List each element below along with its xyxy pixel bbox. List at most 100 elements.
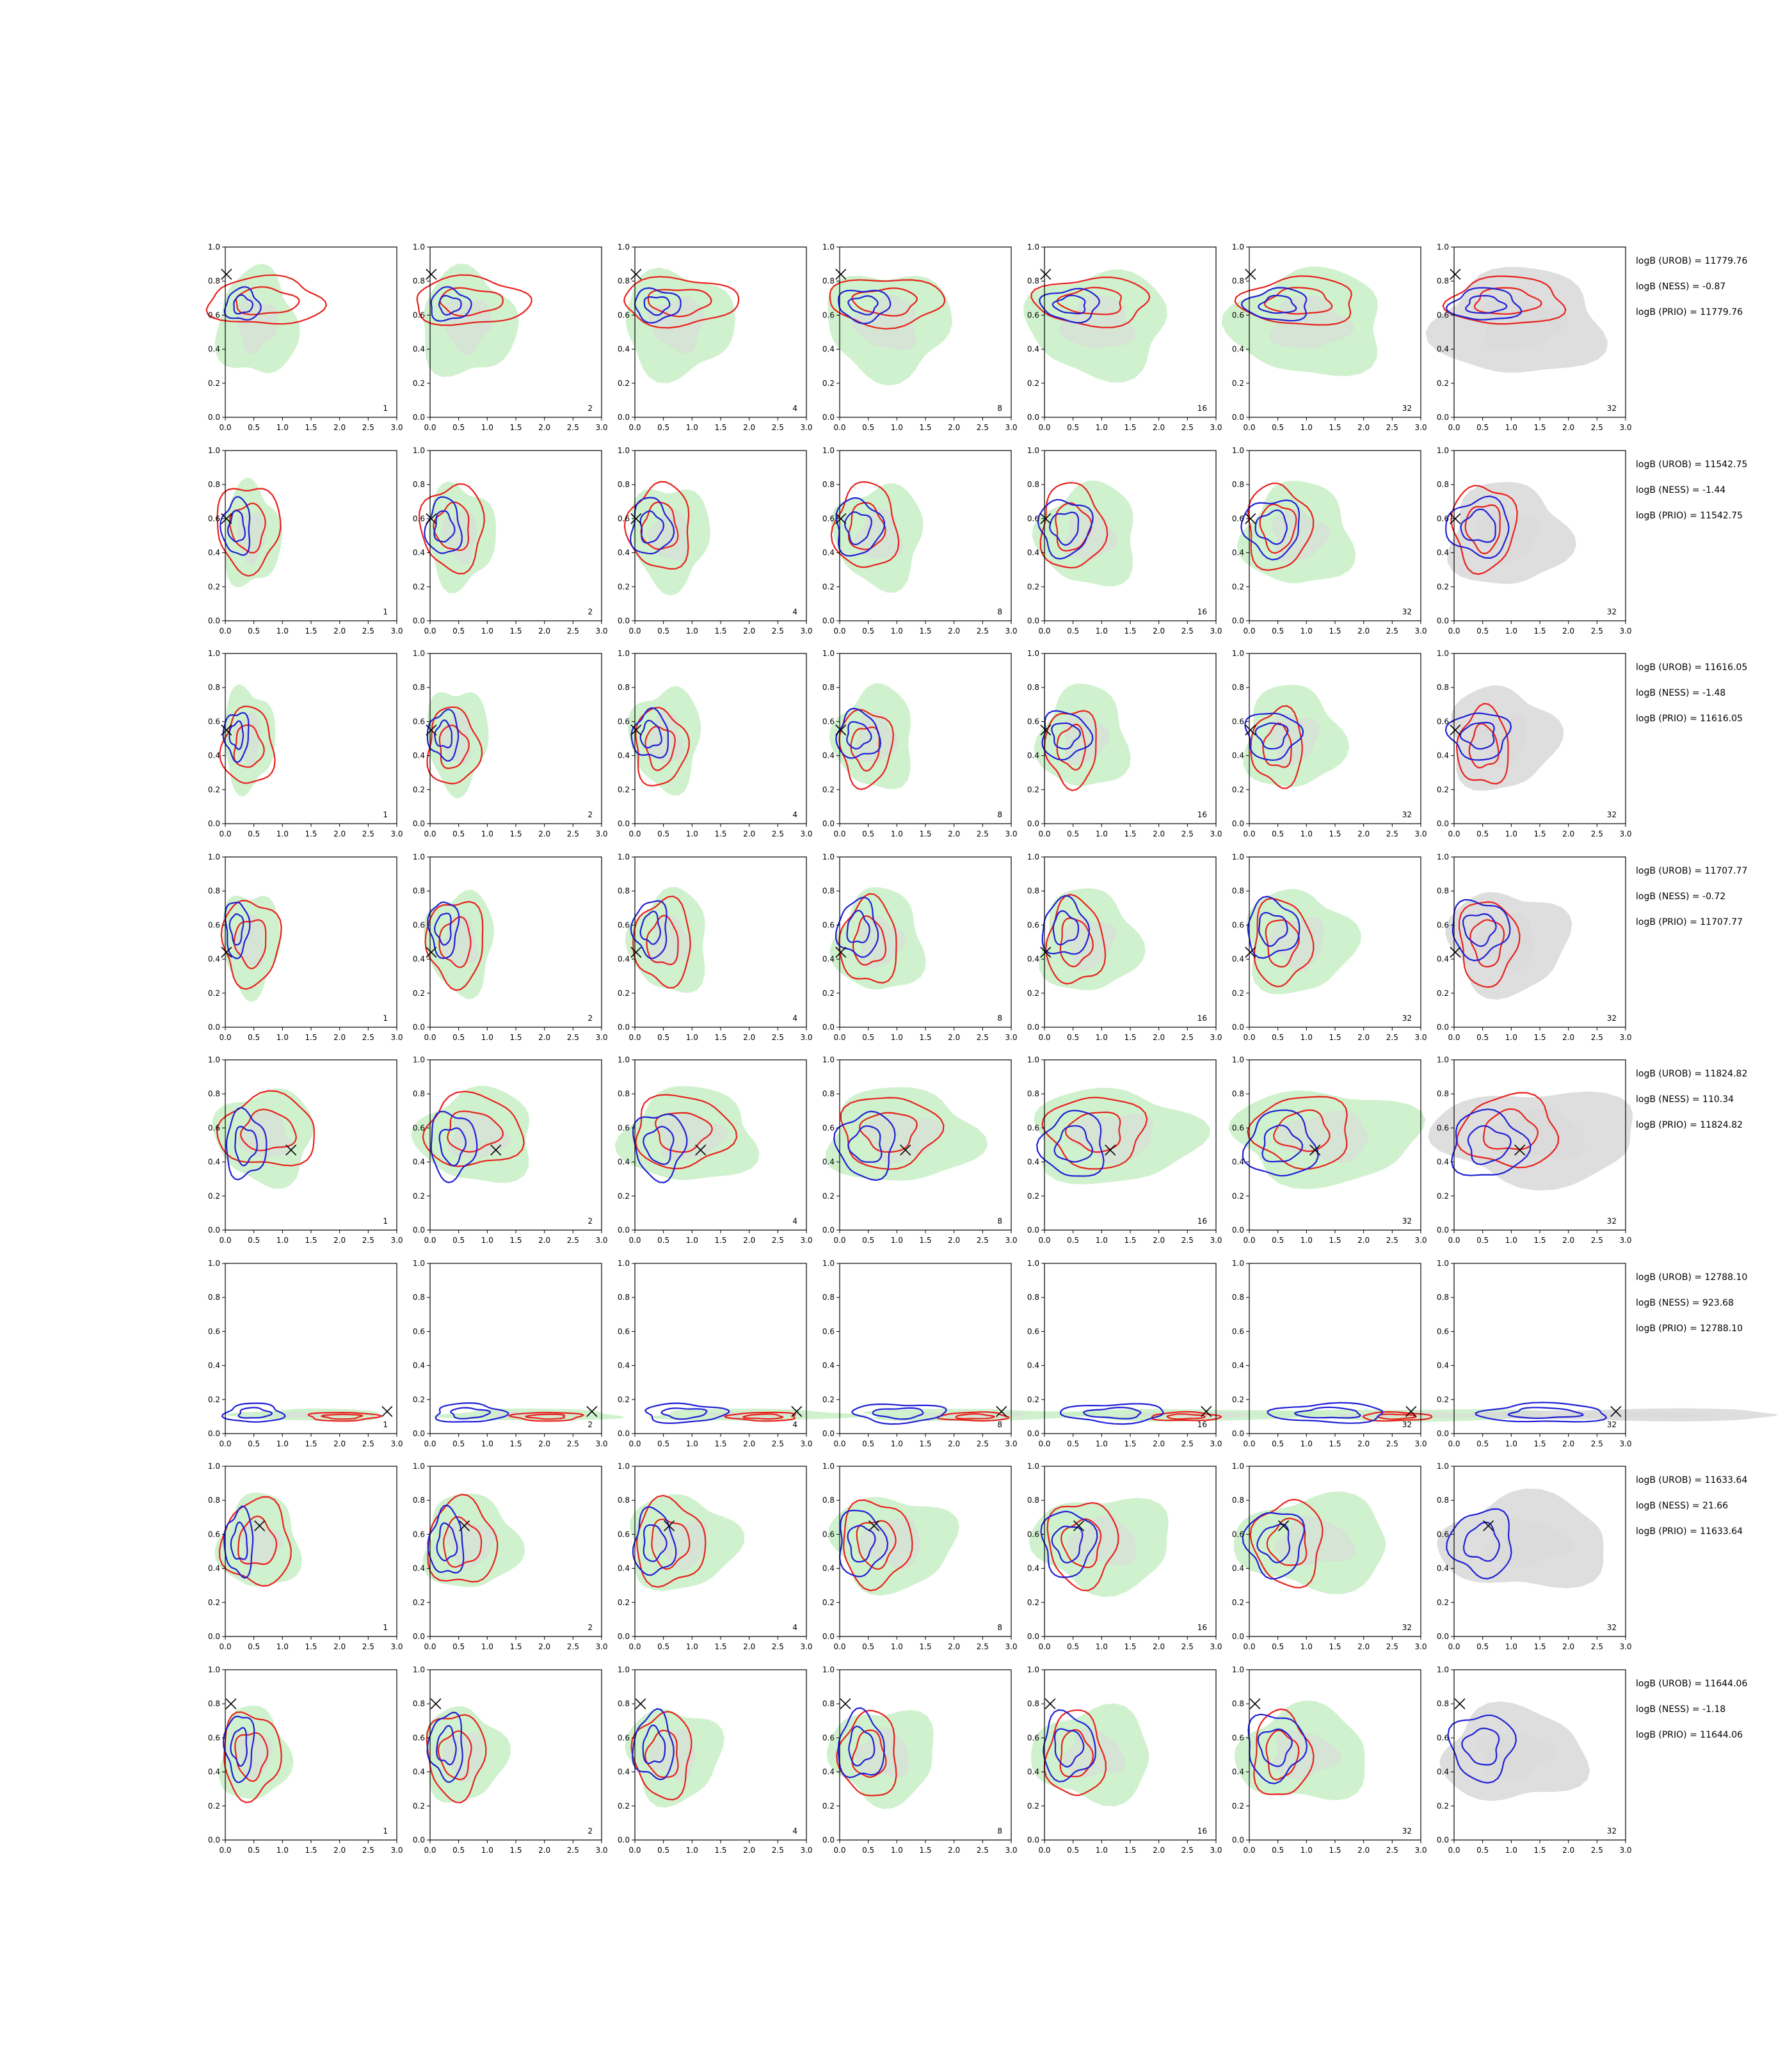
x-marker <box>381 1405 393 1417</box>
y-tick-label: 0.0 <box>208 1429 220 1438</box>
stat-line: logB (UROB) = 12788.10 <box>1636 1272 1748 1283</box>
y-tick-label: 1.0 <box>1437 1462 1449 1471</box>
red-contour <box>219 705 276 784</box>
x-marker <box>1245 724 1256 736</box>
column-label: 32 <box>1402 404 1412 413</box>
red-contour <box>1166 1413 1206 1420</box>
y-tick-label: 1.0 <box>1232 852 1244 861</box>
density-fill-inner <box>439 710 471 765</box>
y-tick-label: 0.4 <box>208 1361 220 1370</box>
column-label: 16 <box>1197 404 1207 413</box>
x-tick-label: 0.5 <box>862 1236 874 1245</box>
x-tick-label: 2.0 <box>538 1439 550 1448</box>
y-tick-label: 0.4 <box>618 1768 630 1777</box>
x-tick-label: 3.0 <box>1210 1642 1222 1651</box>
y-tick-label: 0.4 <box>822 548 835 557</box>
red-contour <box>646 915 679 966</box>
x-tick-label: 1.0 <box>1096 1236 1108 1245</box>
x-tick-label: 0.5 <box>1272 1439 1284 1448</box>
subplot: 0.0 0.5 1.0 1.5 2.0 2.5 3.0 0.0 0.2 0.4 0.6 0.8 1.0 3… <box>1232 446 1427 636</box>
y-tick-label: 0.4 <box>1027 955 1039 964</box>
y-tick-label: 0.4 <box>822 955 835 964</box>
y-tick-label: 0.4 <box>1027 345 1039 354</box>
x-marker <box>1201 1405 1212 1417</box>
x-tick-label: 0.0 <box>424 1439 436 1448</box>
red-contour <box>847 502 886 550</box>
y-tick-label: 1.0 <box>1027 1055 1039 1064</box>
x-tick-label: 0.5 <box>248 1033 260 1042</box>
y-tick-label: 0.0 <box>208 1023 220 1032</box>
y-tick-label: 0.2 <box>1232 1598 1244 1607</box>
x-tick-label: 0.0 <box>1448 627 1460 636</box>
x-tick-label: 1.5 <box>714 1236 726 1245</box>
y-tick-label: 1.0 <box>618 852 630 861</box>
y-tick-label: 1.0 <box>1232 649 1244 658</box>
column-label: 2 <box>588 1827 593 1836</box>
y-tick-label: 1.0 <box>1232 1259 1244 1268</box>
y-tick-label: 0.0 <box>1232 1429 1244 1438</box>
subplot: 0.0 0.5 1.0 1.5 2.0 2.5 3.0 0.0 0.2 0.4 0.6 0.8 1.0 1… <box>1023 243 1222 432</box>
x-marker <box>1278 1520 1290 1532</box>
subplot: 0.0 0.5 1.0 1.5 2.0 2.5 3.0 0.0 0.2 0.4 0.6 0.8 1.0 1… <box>1027 649 1222 838</box>
y-tick-label: 0.0 <box>1232 1226 1244 1235</box>
x-tick-label: 2.5 <box>977 627 989 636</box>
x-marker <box>1040 724 1052 736</box>
red-contour <box>437 1730 472 1780</box>
x-tick-label: 1.0 <box>891 1846 903 1855</box>
column-label: 16 <box>1197 1014 1207 1023</box>
x-tick-label: 1.5 <box>1533 829 1546 838</box>
blue-contour <box>632 1708 675 1780</box>
x-tick-label: 2.5 <box>1386 829 1398 838</box>
red-contour <box>418 483 485 575</box>
x-tick-label: 0.0 <box>833 1033 845 1042</box>
stat-line: logB (UROB) = 11824.82 <box>1636 1069 1748 1079</box>
y-tick-label: 0.6 <box>1027 310 1039 319</box>
subplot: 0.0 0.5 1.0 1.5 2.0 2.5 3.0 0.0 0.2 0.4 0.6 0.8 1.0 3… <box>1232 1259 1546 1448</box>
y-tick-label: 0.2 <box>413 785 425 794</box>
x-tick-label: 0.0 <box>1448 829 1460 838</box>
x-tick-label: 1.0 <box>1300 1236 1313 1245</box>
y-tick-label: 1.0 <box>1027 1462 1039 1471</box>
column-label: 16 <box>1197 810 1207 819</box>
red-contour <box>1468 723 1500 769</box>
x-tick-label: 3.0 <box>1210 423 1222 432</box>
y-tick-label: 0.0 <box>618 1023 630 1032</box>
x-tick-label: 0.5 <box>1067 1033 1079 1042</box>
x-tick-label: 2.0 <box>743 829 755 838</box>
y-tick-label: 0.2 <box>208 989 220 998</box>
stat-line: logB (PRIO) = 11616.05 <box>1636 714 1743 724</box>
stat-line: logB (NESS) = -1.48 <box>1636 688 1726 698</box>
x-tick-label: 3.0 <box>1414 1236 1427 1245</box>
subplot: 0.0 0.5 1.0 1.5 2.0 2.5 3.0 0.0 0.2 0.4 0.6 0.8 1.0 8 <box>822 649 1018 838</box>
x-tick-label: 3.0 <box>595 423 607 432</box>
blue-contour <box>438 1127 467 1167</box>
column-label: 8 <box>997 404 1002 413</box>
red-contour <box>228 502 266 554</box>
y-tick-label: 0.8 <box>1027 1089 1039 1098</box>
x-tick-label: 2.0 <box>743 1439 755 1448</box>
y-tick-label: 1.0 <box>822 243 835 252</box>
x-tick-label: 1.0 <box>1505 1236 1517 1245</box>
y-tick-label: 0.6 <box>618 920 630 929</box>
red-contour <box>651 1518 691 1570</box>
density-fill-inner <box>237 295 278 355</box>
x-tick-label: 1.0 <box>1096 1033 1108 1042</box>
x-tick-label: 0.0 <box>628 1033 641 1042</box>
x-tick-label: 0.5 <box>248 1642 260 1651</box>
x-marker <box>868 1520 880 1532</box>
red-contour <box>1045 893 1107 985</box>
x-tick-label: 2.0 <box>1562 1033 1574 1042</box>
x-tick-label: 0.5 <box>452 1236 465 1245</box>
y-tick-label: 0.4 <box>1232 345 1244 354</box>
x-tick-label: 3.0 <box>1005 829 1017 838</box>
y-tick-label: 0.6 <box>1027 514 1039 523</box>
x-marker <box>1450 947 1461 958</box>
x-tick-label: 3.0 <box>800 829 812 838</box>
x-tick-label: 2.5 <box>1386 1846 1398 1855</box>
y-tick-label: 0.4 <box>1027 751 1039 760</box>
y-tick-label: 0.6 <box>1437 310 1449 319</box>
red-contour <box>851 287 918 317</box>
y-tick-label: 0.0 <box>1232 616 1244 625</box>
x-tick-label: 2.5 <box>1591 1236 1603 1245</box>
blue-contour <box>833 1110 896 1181</box>
